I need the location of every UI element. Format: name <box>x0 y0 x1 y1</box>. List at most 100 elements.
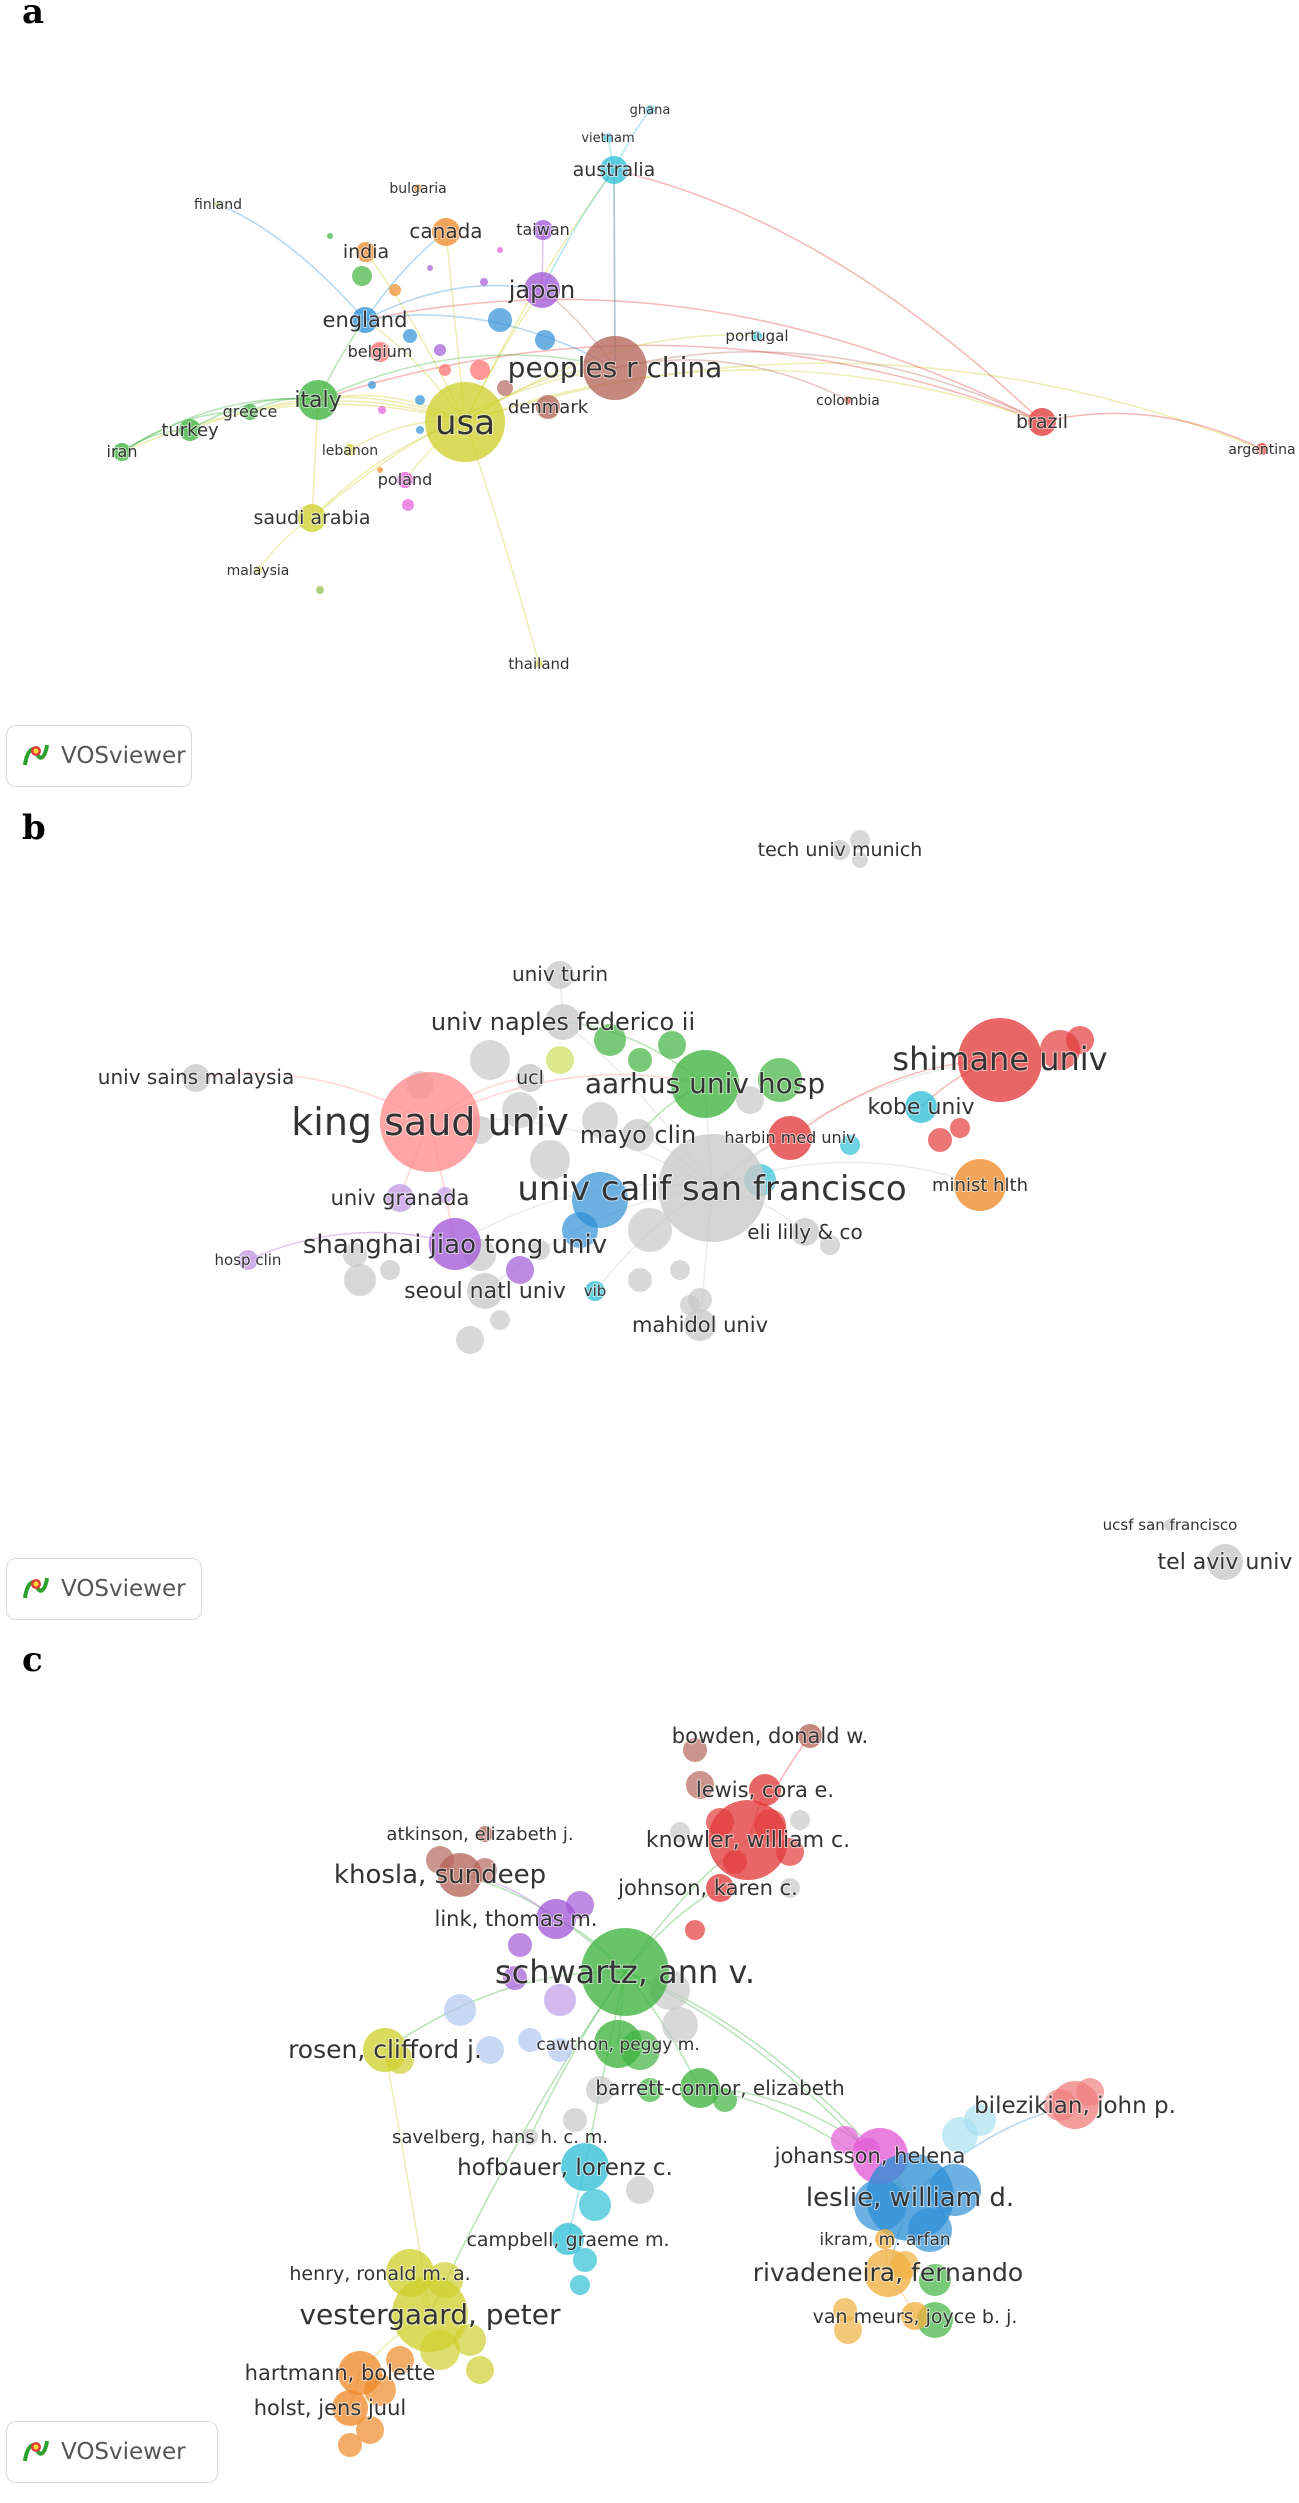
vosviewer-badge-c[interactable]: VOSviewer <box>6 2421 218 2483</box>
network-node[interactable] <box>544 1984 576 2016</box>
node-rosen-clifford-j[interactable] <box>363 2028 407 2072</box>
node-argentina[interactable] <box>1256 443 1268 455</box>
network-node[interactable] <box>503 1966 527 1990</box>
node-saudi-arabia[interactable] <box>298 504 326 532</box>
node-australia[interactable] <box>600 156 628 184</box>
node-belgium[interactable] <box>370 342 390 362</box>
network-node[interactable] <box>658 1031 686 1059</box>
node-khosla-sundeep[interactable] <box>438 1853 482 1897</box>
node-cawthon-peggy-m[interactable] <box>594 2020 642 2068</box>
network-node[interactable] <box>831 2126 859 2154</box>
network-node[interactable] <box>686 1771 714 1799</box>
node-tech-univ-munich[interactable] <box>830 840 850 860</box>
network-node[interactable] <box>502 1092 538 1128</box>
network-node[interactable] <box>628 1208 672 1252</box>
network-node[interactable] <box>586 2076 614 2104</box>
node-univ-naples-federico-ii[interactable] <box>545 1004 581 1040</box>
network-node[interactable] <box>670 1260 690 1280</box>
node-savelberg-hans-h-c-m[interactable] <box>522 2129 538 2145</box>
node-shanghai-jiao-tong-univ[interactable] <box>429 1218 481 1270</box>
node-usa[interactable] <box>425 382 505 462</box>
network-node[interactable] <box>1066 1026 1094 1054</box>
node-ucl[interactable] <box>516 1064 544 1092</box>
network-node[interactable] <box>530 1140 570 1180</box>
node-mayo-clin[interactable] <box>622 1119 654 1151</box>
network-node[interactable] <box>820 1235 840 1255</box>
node-taiwan[interactable] <box>533 220 553 240</box>
node-seoul-natl-univ[interactable] <box>467 1273 503 1309</box>
node-mahidol-univ[interactable] <box>684 1309 716 1341</box>
network-node[interactable] <box>683 1738 707 1762</box>
vosviewer-badge-b[interactable]: VOSviewer <box>6 1558 202 1620</box>
node-tel-aviv-univ[interactable] <box>1207 1544 1243 1580</box>
node-bilezikian-john-p[interactable] <box>1051 2081 1099 2129</box>
node-barrett-connor-elizabeth[interactable] <box>680 2068 720 2108</box>
node-minist-hlth[interactable] <box>954 1159 1006 1211</box>
network-node[interactable] <box>389 284 401 296</box>
node-brazil[interactable] <box>1028 408 1056 436</box>
network-node[interactable] <box>964 2104 996 2136</box>
network-node[interactable] <box>638 2078 662 2102</box>
node-hofbauer-lorenz-c[interactable] <box>561 2143 609 2191</box>
network-node[interactable] <box>834 2316 862 2344</box>
node-univ-granada[interactable] <box>386 1184 414 1212</box>
network-node[interactable] <box>344 1264 376 1296</box>
node-ghana[interactable] <box>645 105 655 115</box>
node-schwartz-ann-v[interactable] <box>581 1928 669 2016</box>
node-ikram-m-arfan[interactable] <box>875 2229 895 2249</box>
node-rivadeneira-fernando[interactable] <box>864 2249 912 2297</box>
network-node[interactable] <box>563 2108 587 2132</box>
network-node[interactable] <box>316 586 324 594</box>
network-node[interactable] <box>416 426 424 434</box>
vosviewer-badge-a[interactable]: VOSviewer <box>6 725 192 787</box>
node-colombia[interactable] <box>844 396 852 404</box>
network-node[interactable] <box>582 1102 618 1138</box>
network-node[interactable] <box>573 2248 597 2272</box>
node-malaysia[interactable] <box>254 566 262 574</box>
network-node[interactable] <box>497 247 503 253</box>
node-vib[interactable] <box>585 1281 605 1301</box>
network-node[interactable] <box>758 1058 802 1102</box>
network-node[interactable] <box>470 360 490 380</box>
node-campbell-graeme-m[interactable] <box>552 2223 584 2255</box>
node-atkinson-elizabeth-j[interactable] <box>477 1826 493 1842</box>
node-greece[interactable] <box>242 404 258 420</box>
network-node[interactable] <box>852 852 868 868</box>
network-node[interactable] <box>535 330 555 350</box>
node-holst-jens-juul[interactable] <box>332 2390 368 2426</box>
network-node[interactable] <box>594 1024 626 1056</box>
network-node[interactable] <box>480 278 488 286</box>
network-node[interactable] <box>338 2433 362 2457</box>
network-node[interactable] <box>736 1086 764 1114</box>
node-king-saud-univ[interactable] <box>380 1072 480 1172</box>
network-node[interactable] <box>415 395 425 405</box>
node-ucsf-san-francisco[interactable] <box>1164 1519 1176 1531</box>
node-portugal[interactable] <box>752 331 762 341</box>
network-node[interactable] <box>343 1243 367 1267</box>
network-node[interactable] <box>368 381 376 389</box>
node-hosp-clin[interactable] <box>238 1250 258 1270</box>
network-node[interactable] <box>562 1212 598 1248</box>
node-knowler-william-c[interactable] <box>708 1800 788 1880</box>
network-node[interactable] <box>427 265 433 271</box>
node-univ-sains-malaysia[interactable] <box>182 1064 210 1092</box>
network-node[interactable] <box>466 2356 494 2384</box>
network-node[interactable] <box>579 2189 611 2221</box>
network-node[interactable] <box>403 329 417 343</box>
network-node[interactable] <box>439 364 451 376</box>
network-node[interactable] <box>670 1822 690 1842</box>
node-finland[interactable] <box>215 201 221 207</box>
network-node[interactable] <box>470 1040 510 1080</box>
network-node[interactable] <box>327 233 333 239</box>
network-node[interactable] <box>626 2176 654 2204</box>
node-hartmann-bolette[interactable] <box>338 2351 382 2395</box>
node-poland[interactable] <box>397 472 413 488</box>
network-node[interactable] <box>378 406 386 414</box>
network-node[interactable] <box>508 1933 532 1957</box>
node-harbin-med-univ[interactable] <box>768 1116 812 1160</box>
node-thailand[interactable] <box>535 660 543 668</box>
node-bulgaria[interactable] <box>414 184 422 192</box>
node-link-thomas-m[interactable] <box>536 1899 576 1939</box>
node-kobe-univ[interactable] <box>905 1091 937 1123</box>
network-node[interactable] <box>380 1260 400 1280</box>
